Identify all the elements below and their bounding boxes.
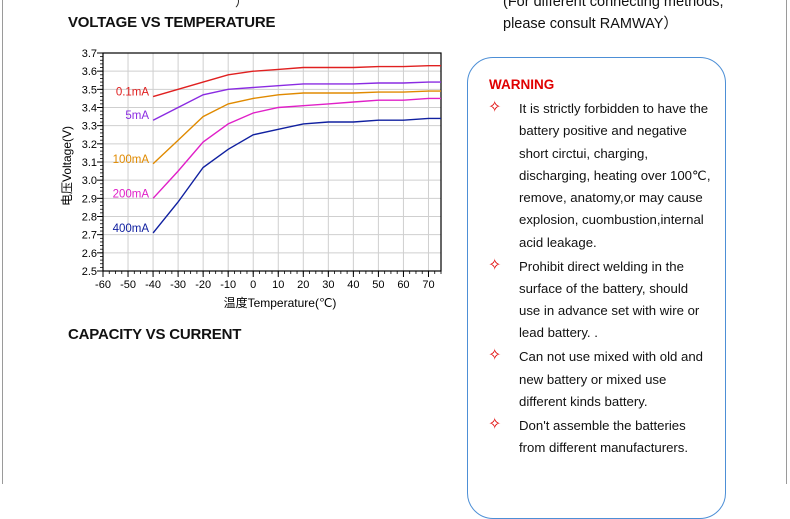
y-tick-label: 3.5: [82, 84, 97, 96]
page-border-left: [2, 0, 3, 484]
warning-item-text: Don't assemble the batteries from differ…: [519, 417, 689, 455]
y-tick-label: 2.6: [82, 248, 97, 260]
warning-list: ✧ It is strictly forbidden to have the b…: [488, 98, 713, 461]
series-label: 0.1mA: [116, 87, 150, 99]
y-tick-label: 3.6: [82, 66, 97, 78]
page-border-right: [786, 0, 787, 484]
x-tick-label: -20: [195, 279, 211, 291]
x-tick-label: 40: [347, 279, 359, 291]
warning-item: ✧ It is strictly forbidden to have the b…: [488, 98, 713, 254]
y-tick-label: 3.4: [82, 103, 97, 115]
series-line: [152, 81, 441, 121]
x-axis-title: 温度Temperature(℃): [224, 295, 337, 310]
y-tick-label: 3.0: [82, 175, 97, 187]
x-tick-label: 60: [397, 279, 409, 291]
consult-line-1: (For different connecting methods,: [503, 0, 724, 10]
y-tick-label: 3.2: [82, 139, 97, 151]
series-label: 100mA: [113, 154, 150, 166]
star-icon: ✧: [488, 256, 502, 274]
series-line: [152, 65, 441, 98]
y-tick-label: 3.1: [82, 157, 97, 169]
warning-item: ✧ Don't assemble the batteries from diff…: [488, 415, 713, 460]
capacity-current-heading: CAPACITY VS CURRENT: [68, 326, 242, 343]
warning-item: ✧ Can not use mixed with old and new bat…: [488, 346, 713, 413]
y-axis-title: 电压Voltage(V): [60, 126, 74, 206]
consult-line-2: please consult RAMWAY）: [503, 16, 678, 32]
series-label: 5mA: [125, 110, 149, 122]
x-tick-label: 20: [297, 279, 309, 291]
x-tick-label: 70: [422, 279, 434, 291]
series-label: 400mA: [113, 223, 150, 235]
warning-box: [467, 57, 726, 519]
star-icon: ✧: [488, 347, 502, 365]
x-tick-label: 50: [372, 279, 384, 291]
warning-title: WARNING: [489, 77, 555, 92]
y-tick-label: 2.9: [82, 193, 97, 205]
x-tick-label: 30: [322, 279, 334, 291]
series-label: 200mA: [113, 188, 150, 200]
series-line: [152, 97, 441, 199]
clipped-text: ）: [235, 0, 249, 9]
warning-item-text: It is strictly forbidden to have the bat…: [519, 101, 711, 250]
star-icon: ✧: [488, 415, 502, 433]
x-tick-label: -50: [120, 279, 136, 291]
x-tick-label: -10: [220, 279, 236, 291]
consult-note: (For different connecting methods, pleas…: [503, 0, 724, 35]
warning-item-text: Prohibit direct welding in the surface o…: [519, 258, 700, 341]
x-tick-label: 10: [272, 279, 284, 291]
series-line: [152, 90, 441, 165]
y-tick-label: 3.3: [82, 121, 97, 133]
voltage-temperature-heading: VOLTAGE VS TEMPERATURE: [68, 14, 276, 31]
x-tick-label: -60: [95, 279, 111, 291]
warning-item-text: Can not use mixed with old and new batte…: [519, 349, 704, 409]
y-tick-label: 2.8: [82, 212, 97, 224]
y-tick-label: 2.7: [82, 230, 97, 242]
warning-item: ✧ Prohibit direct welding in the surface…: [488, 256, 713, 345]
x-tick-label: 0: [250, 279, 256, 291]
x-tick-label: -40: [145, 279, 161, 291]
star-icon: ✧: [488, 99, 502, 116]
y-tick-label: 3.7: [82, 48, 97, 60]
voltage-temperature-chart: -60 -50 -40 -30 -20 -10 0 10 20 30 40 50 60 70 2.5 2.6 2…: [60, 48, 442, 310]
y-tick-label: 2.5: [82, 266, 97, 278]
x-tick-label: -30: [170, 279, 186, 291]
series-line: [152, 117, 441, 234]
